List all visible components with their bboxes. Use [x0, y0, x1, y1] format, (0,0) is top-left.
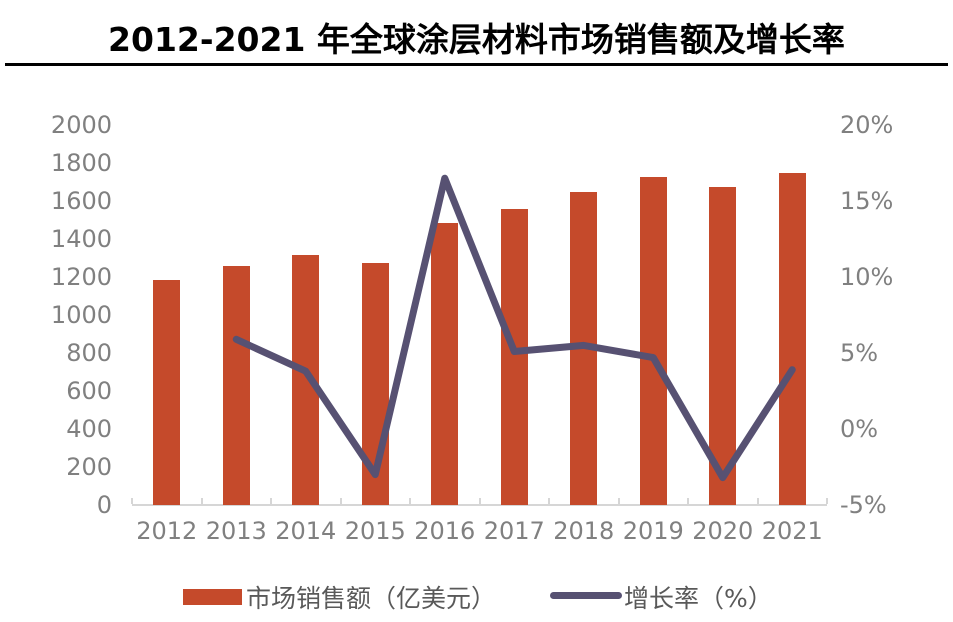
- y-axis-label-left: 400: [66, 415, 112, 443]
- bar-2013: [222, 265, 250, 505]
- chart-title: 2012-2021 年全球涂层材料市场销售额及增长率: [108, 20, 845, 59]
- x-axis-label: 2017: [483, 517, 545, 545]
- x-axis-tick: [687, 498, 689, 504]
- legend-label-sales: 市场销售额（亿美元）: [246, 584, 497, 613]
- bar-2018: [570, 191, 598, 505]
- x-axis-tick: [339, 498, 342, 504]
- y-axis-label-left: 1600: [50, 187, 112, 215]
- y-axis-label-left: 2000: [50, 111, 112, 139]
- y-axis-label-left: 800: [66, 339, 112, 367]
- x-axis-tick: [617, 498, 620, 504]
- y-axis-label-right: -5%: [840, 491, 887, 519]
- x-axis-label: 2020: [692, 517, 754, 545]
- y-axis-label-left: 1200: [50, 263, 112, 291]
- y-axis-label-left: 1000: [50, 301, 112, 329]
- bar-2014: [292, 255, 320, 505]
- x-axis-tick: [826, 498, 828, 504]
- x-axis-label: 2018: [553, 517, 615, 545]
- bar-2015: [361, 262, 389, 505]
- x-axis-label: 2019: [622, 517, 684, 545]
- x-axis-tick: [200, 498, 203, 504]
- bar-2021: [778, 173, 806, 505]
- bar-2012: [153, 279, 181, 505]
- legend-label-growth: 增长率（%）: [624, 584, 773, 613]
- y-axis-label-left: 0: [96, 491, 112, 519]
- x-axis-label: 2012: [136, 517, 198, 545]
- legend-swatch-growth-line: [550, 592, 622, 599]
- x-axis-label: 2016: [414, 517, 476, 545]
- x-axis-tick: [756, 498, 759, 504]
- x-axis-label: 2021: [761, 517, 823, 545]
- x-axis-tick: [131, 498, 133, 504]
- x-axis-label: 2015: [344, 517, 406, 545]
- y-axis-label-left: 600: [66, 377, 112, 405]
- x-axis-tick: [270, 498, 272, 504]
- bar-2019: [639, 177, 667, 505]
- x-axis-tick: [478, 498, 481, 504]
- bar-2016: [431, 222, 459, 505]
- bar-2017: [500, 208, 528, 505]
- y-axis-label-right: 5%: [840, 339, 879, 367]
- y-axis-label-left: 200: [66, 453, 112, 481]
- y-axis-label-right: 20%: [840, 111, 894, 139]
- y-axis-label-right: 10%: [840, 263, 894, 291]
- x-axis-label: 2013: [205, 517, 267, 545]
- bar-2020: [709, 186, 737, 505]
- y-axis-label-left: 1400: [50, 225, 112, 253]
- y-axis-label-right: 15%: [840, 187, 894, 215]
- y-axis-label-left: 1800: [50, 149, 112, 177]
- title-divider: [5, 63, 948, 66]
- x-axis-tick: [548, 498, 550, 504]
- legend-swatch-sales-bar: [183, 589, 242, 605]
- x-axis-tick: [409, 498, 411, 504]
- y-axis-label-right: 0%: [840, 415, 879, 443]
- x-axis-label: 2014: [275, 517, 337, 545]
- x-axis-line: [132, 504, 827, 506]
